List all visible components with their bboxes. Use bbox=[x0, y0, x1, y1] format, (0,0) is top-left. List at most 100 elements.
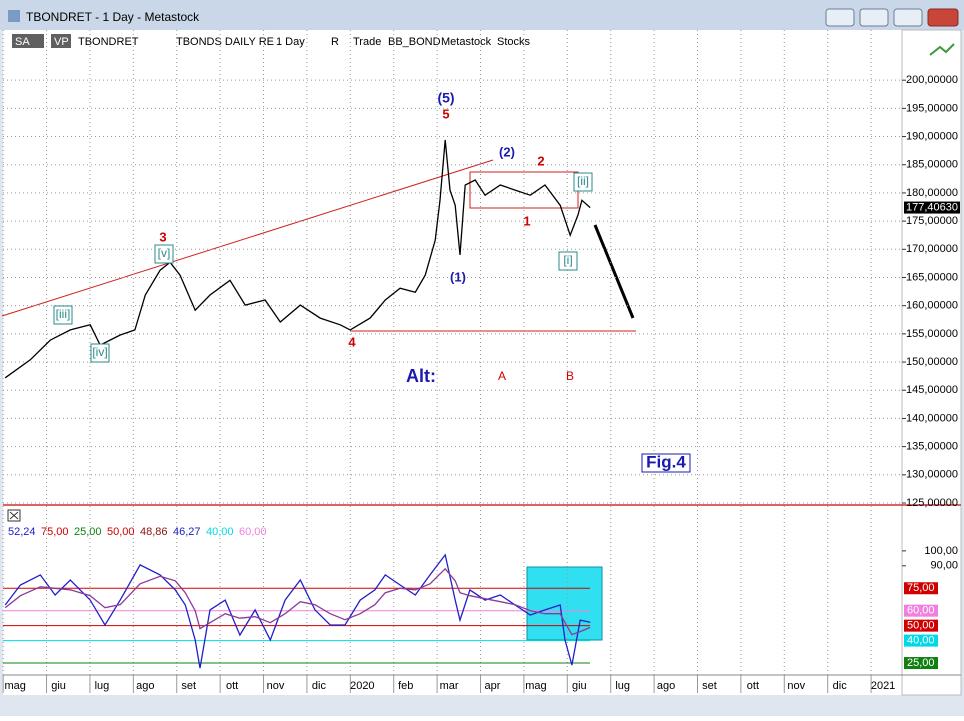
y-tick-label: 145,00000 bbox=[906, 384, 958, 396]
annotation-box bbox=[90, 343, 110, 363]
x-tick-label: feb bbox=[398, 680, 413, 692]
close-indicator-icon bbox=[9, 511, 19, 520]
title-bar bbox=[0, 0, 964, 30]
wave-label: Alt: bbox=[406, 366, 436, 386]
legend-value: 40,00 bbox=[206, 526, 234, 538]
projection-arrow bbox=[593, 224, 635, 319]
level-label-box bbox=[904, 619, 938, 632]
toolbar-item: Trade bbox=[353, 36, 381, 48]
annotation-box bbox=[641, 453, 691, 473]
toolbar-item: TBONDRET bbox=[78, 36, 139, 48]
wave-label: [i] bbox=[563, 253, 572, 267]
annotation-box bbox=[558, 251, 578, 271]
wave-label: 1 bbox=[523, 213, 530, 228]
y-tick-label: 165,00000 bbox=[906, 271, 958, 283]
x-tick-label: 2020 bbox=[350, 680, 374, 692]
x-tick-label: dic bbox=[312, 680, 327, 692]
level-label: 75,00 bbox=[907, 582, 935, 594]
minimize-button[interactable] bbox=[859, 8, 889, 27]
wave-label: 2 bbox=[537, 153, 544, 168]
x-tick-label: lug bbox=[615, 680, 630, 692]
wave-label: (5) bbox=[437, 90, 454, 106]
level-label: 40,00 bbox=[907, 635, 935, 647]
level-label: 60,00 bbox=[907, 605, 935, 617]
x-tick-label: 2021 bbox=[871, 680, 895, 692]
close-button[interactable] bbox=[927, 8, 959, 27]
wave-label: [v] bbox=[158, 246, 171, 260]
wave-label: B bbox=[566, 369, 574, 383]
y-tick-label: 160,00000 bbox=[906, 300, 958, 312]
x-tick-label: ott bbox=[226, 680, 238, 692]
legend-value: 60,00 bbox=[239, 526, 267, 538]
x-tick-label: giu bbox=[572, 680, 587, 692]
annotation-box bbox=[154, 244, 174, 264]
level-label-box bbox=[904, 634, 938, 647]
toolbar-chip bbox=[51, 34, 71, 48]
legend-value: 75,00 bbox=[41, 526, 69, 538]
y-tick-label: 180,00000 bbox=[906, 187, 958, 199]
x-tick-label: nov bbox=[787, 680, 805, 692]
y-tick-label: 185,00000 bbox=[906, 159, 958, 171]
last-value-label: 177,40630 bbox=[906, 201, 958, 213]
x-tick-label: ago bbox=[657, 680, 675, 692]
y-tick-label: 140,00000 bbox=[906, 412, 958, 424]
level-label: 50,00 bbox=[907, 620, 935, 632]
level-label: 25,00 bbox=[907, 657, 935, 669]
y-tick-label: 150,00000 bbox=[906, 356, 958, 368]
x-tick-label: mar bbox=[440, 680, 459, 692]
toolbar-item: SA bbox=[15, 36, 30, 48]
maximize-button[interactable] bbox=[893, 8, 923, 27]
toolbar-item: TBONDS DAILY RE bbox=[176, 36, 274, 48]
wave-label: 5 bbox=[442, 106, 449, 121]
toolbar-item: Metastock bbox=[441, 36, 492, 48]
y-tick-label: 100,00 bbox=[924, 545, 958, 557]
y-tick-label: 175,00000 bbox=[906, 215, 958, 227]
y-tick-label: 130,00000 bbox=[906, 469, 958, 481]
level-label-box bbox=[904, 582, 938, 595]
toolbar: SA VP TBONDRET TBONDS DAILY RE 1 Day R Trade BB… bbox=[12, 34, 531, 48]
toolbar-item: BB_BOND bbox=[388, 36, 441, 48]
y-tick-label: 195,00000 bbox=[906, 102, 958, 114]
wave-label: [ii] bbox=[577, 174, 589, 188]
series-line bbox=[4, 567, 591, 636]
wave-label: (1) bbox=[450, 269, 466, 284]
restore-button[interactable] bbox=[825, 8, 855, 27]
series-line bbox=[4, 139, 591, 379]
wave-label: A bbox=[498, 369, 506, 383]
x-tick-label: ago bbox=[136, 680, 154, 692]
toolbar-chip bbox=[12, 34, 44, 48]
y-tick-label: 155,00000 bbox=[906, 328, 958, 340]
last-value-box bbox=[904, 201, 960, 214]
tool-icon bbox=[929, 43, 955, 56]
y-tick-label: 200,00000 bbox=[906, 74, 958, 86]
x-tick-label: apr bbox=[485, 680, 501, 692]
toolbar-item: VP bbox=[54, 36, 69, 48]
y-tick-label: 135,00000 bbox=[906, 441, 958, 453]
window-title: TBONDRET - 1 Day - Metastock bbox=[26, 10, 200, 24]
legend-value: 46,27 bbox=[173, 526, 201, 538]
toolbar-item: 1 Day bbox=[276, 36, 305, 48]
legend-value: 50,00 bbox=[107, 526, 135, 538]
x-tick-label: set bbox=[181, 680, 196, 692]
x-tick-label: lug bbox=[95, 680, 110, 692]
x-tick-label: nov bbox=[267, 680, 285, 692]
toolbar-item: Stocks bbox=[497, 36, 531, 48]
x-tick-label: dic bbox=[833, 680, 848, 692]
chart-area bbox=[3, 30, 961, 695]
level-label-box bbox=[904, 604, 938, 617]
series-line bbox=[4, 553, 591, 669]
wave-label: Fig.4 bbox=[646, 452, 686, 471]
y-tick-label: 170,00000 bbox=[906, 243, 958, 255]
y-tick-label: 90,00 bbox=[930, 560, 958, 572]
wave-label: [iii] bbox=[56, 307, 71, 321]
annotation-box bbox=[53, 305, 73, 325]
legend-value: 48,86 bbox=[140, 526, 168, 538]
y-tick-label: 190,00000 bbox=[906, 130, 958, 142]
x-tick-label: mag bbox=[525, 680, 546, 692]
level-label-box bbox=[904, 657, 938, 670]
x-tick-label: giu bbox=[51, 680, 66, 692]
x-tick-label: mag bbox=[4, 680, 25, 692]
y-tick-label: 125,00000 bbox=[906, 497, 958, 509]
wave-label: (2) bbox=[499, 144, 515, 159]
